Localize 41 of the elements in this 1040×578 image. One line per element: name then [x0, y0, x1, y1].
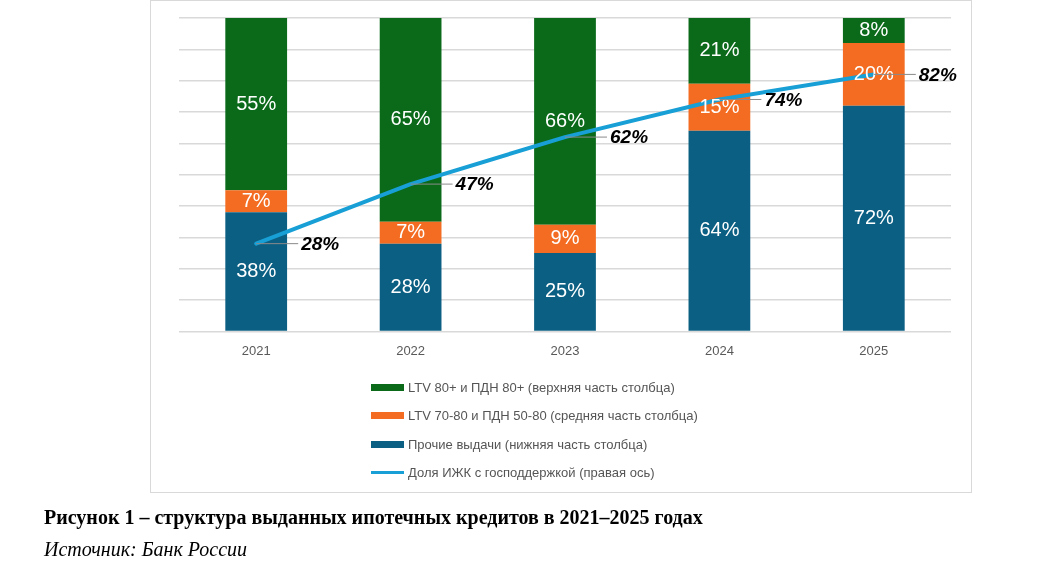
bar	[225, 18, 288, 191]
bar	[688, 18, 751, 84]
text: Рисунок 1 – структура выданных ипотечных кредитов в 2021–2025 годах	[44, 506, 703, 529]
data-label: 65%	[390, 107, 431, 130]
data-label: 15%	[699, 94, 740, 117]
data-label: 7%	[396, 220, 426, 243]
legend-label: Доля ИЖК с господдержкой (правая ось)	[408, 465, 655, 481]
x-tick-label: 2025	[859, 342, 889, 358]
data-label: 38%	[236, 258, 277, 281]
data-label: 25%	[544, 279, 586, 302]
data-label: 21%	[699, 38, 740, 61]
x-tick-label: 2023	[550, 342, 580, 358]
bar	[225, 212, 288, 331]
data-label: 28%	[390, 274, 431, 297]
data-label: 20%	[853, 61, 895, 84]
data-label: 72%	[853, 205, 895, 228]
data-label: 62%	[610, 126, 649, 148]
legend-label: Прочие выдачи (нижняя часть столбца)	[408, 436, 648, 452]
x-tick-label: 2022	[396, 342, 426, 358]
x-tick-label: 2021	[241, 342, 271, 358]
data-label: 9%	[550, 226, 580, 249]
data-label: 28%	[300, 232, 340, 254]
data-label: 7%	[241, 188, 271, 211]
bar	[842, 43, 905, 106]
bar	[534, 18, 596, 225]
data-label: 66%	[544, 108, 586, 131]
data-label: 47%	[454, 173, 494, 195]
x-tick-label: 2024	[704, 342, 734, 358]
data-label: 82%	[918, 63, 957, 85]
bar	[688, 130, 751, 331]
data-label: 55%	[236, 91, 277, 114]
bar	[379, 243, 442, 331]
legend-label: LTV 70-80 и ПДН 50-80 (средняя часть столбца)	[408, 408, 698, 424]
text: Источник: Банк России	[44, 538, 248, 561]
bar	[379, 18, 442, 222]
bar	[842, 105, 905, 331]
bar	[534, 253, 596, 331]
data-label: 74%	[764, 88, 803, 110]
data-label: 64%	[699, 218, 740, 241]
data-label: 8%	[859, 18, 889, 41]
legend-label: LTV 80+ и ПДН 80+ (верхняя часть столбца)	[408, 379, 675, 395]
